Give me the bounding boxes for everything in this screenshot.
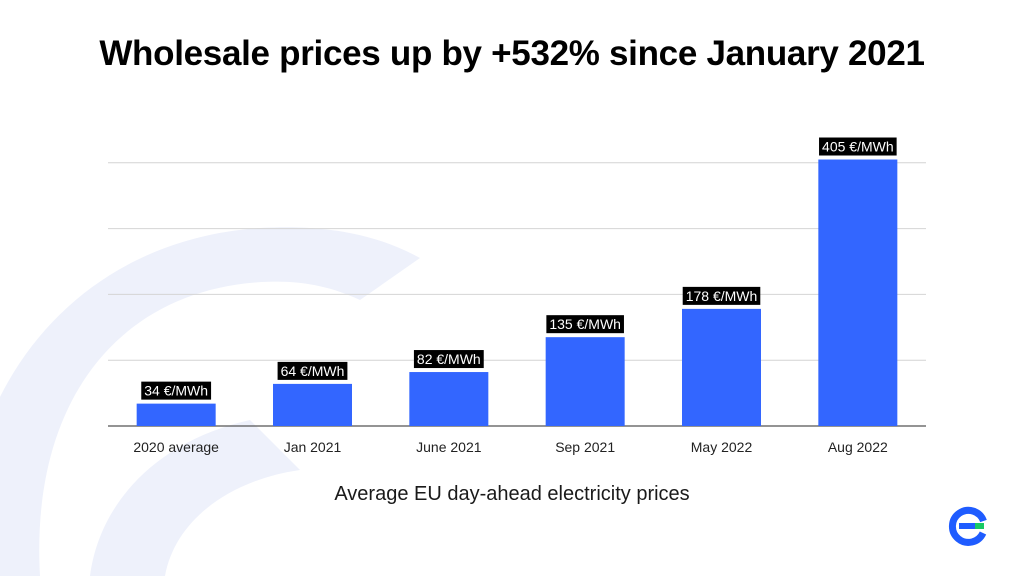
bar (273, 383, 352, 426)
x-tick-label: May 2022 (691, 439, 753, 455)
data-label-background (682, 286, 761, 305)
bar (136, 403, 216, 426)
e-logo-icon (948, 506, 987, 546)
bar (409, 372, 489, 426)
data-label-background (546, 315, 624, 334)
bar (682, 308, 761, 426)
e-logo-ring (948, 506, 987, 546)
data-label-text: 405 €/MWh (822, 139, 894, 155)
x-tick-label: Jan 2021 (284, 439, 342, 455)
data-label-text: 135 €/MWh (549, 316, 621, 332)
x-tick-label: June 2021 (416, 439, 482, 455)
bar (545, 337, 625, 426)
x-tick-label: Sep 2021 (555, 439, 615, 455)
x-tick-label: Aug 2022 (828, 439, 888, 455)
data-label-text: 178 €/MWh (686, 288, 758, 304)
background-swoosh-tail (90, 420, 300, 576)
x-axis-label: Average EU day-ahead electricity prices (334, 483, 690, 505)
data-label: 34 €/MWh (141, 381, 212, 400)
data-label-text: 82 €/MWh (417, 351, 481, 367)
data-label: 82 €/MWh (413, 350, 484, 369)
data-label-background (413, 350, 484, 369)
chart-title: Wholesale prices up by +532% since Janua… (99, 34, 925, 73)
data-label-background (277, 361, 348, 380)
e-logo-bar-blue (959, 523, 975, 529)
data-labels: 34 €/MWh 64 €/MWh 82 €/MWh 135 €/MWh 178 €/M… (141, 137, 897, 400)
background-swoosh-ring (0, 227, 420, 576)
data-label: 178 €/MWh (682, 286, 761, 305)
data-label-background (819, 137, 897, 156)
data-label-background (141, 381, 212, 400)
data-label-text: 64 €/MWh (281, 363, 345, 379)
data-label: 64 €/MWh (277, 361, 348, 380)
data-label: 405 €/MWh (819, 137, 897, 156)
e-logo-bar-green (975, 523, 984, 529)
data-label-text: 34 €/MWh (144, 383, 208, 399)
gridlines (108, 162, 926, 427)
x-tick-labels: 2020 average Jan 2021 June 2021 Sep 2021 May… (133, 439, 888, 455)
bars (136, 159, 898, 426)
bar (818, 159, 898, 426)
data-label: 135 €/MWh (546, 315, 624, 334)
x-tick-label: 2020 average (133, 439, 219, 455)
